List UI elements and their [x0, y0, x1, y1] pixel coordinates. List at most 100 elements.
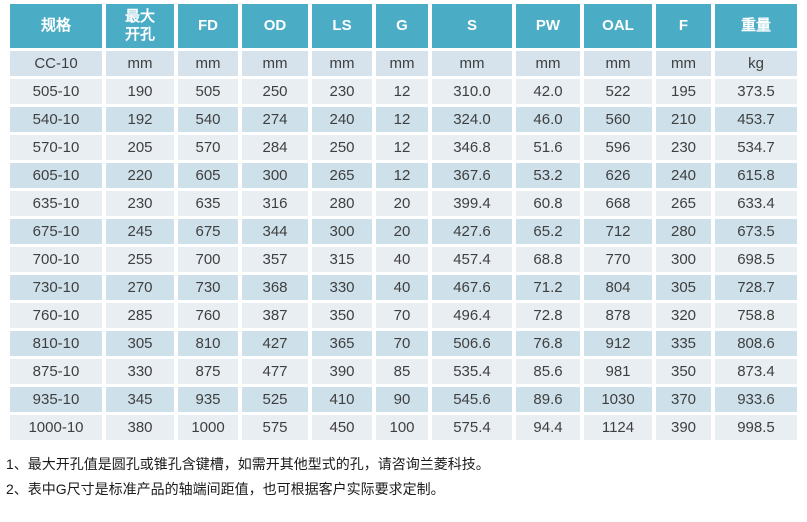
data-cell: 575: [242, 415, 308, 440]
table-row: 760-10 285 760 387 350 70 496.4 72.8 878 320 758.8: [10, 303, 797, 328]
data-cell: 230: [106, 191, 174, 216]
data-cell: 808.6: [715, 331, 797, 356]
data-cell: 698.5: [715, 247, 797, 272]
data-cell: 330: [106, 359, 174, 384]
unit-row: CC-10 mm mm mm mm mm mm mm mm mm kg: [10, 51, 797, 76]
table-row: 875-10 330 875 477 390 85 535.4 85.6 981 350 873.4: [10, 359, 797, 384]
data-cell: 274: [242, 107, 308, 132]
data-cell: 100: [376, 415, 428, 440]
table-row: 505-10 190 505 250 230 12 310.0 42.0 522 195 373.5: [10, 79, 797, 104]
table-row: 605-10 220 605 300 265 12 367.6 53.2 626 240 615.8: [10, 163, 797, 188]
header-cell: OAL: [584, 4, 652, 48]
data-cell: 380: [106, 415, 174, 440]
data-cell: 60.8: [516, 191, 580, 216]
data-cell: 368: [242, 275, 308, 300]
data-cell: 575.4: [432, 415, 512, 440]
data-cell: 496.4: [432, 303, 512, 328]
data-cell: 712: [584, 219, 652, 244]
data-cell: 70: [376, 303, 428, 328]
data-cell: 810-10: [10, 331, 102, 356]
data-cell: 457.4: [432, 247, 512, 272]
data-cell: mm: [242, 51, 308, 76]
data-cell: 570-10: [10, 135, 102, 160]
data-cell: 700: [178, 247, 238, 272]
data-cell: 12: [376, 135, 428, 160]
data-cell: 873.4: [715, 359, 797, 384]
data-cell: mm: [312, 51, 372, 76]
data-cell: 90: [376, 387, 428, 412]
data-cell: 535.4: [432, 359, 512, 384]
header-cell: LS: [312, 4, 372, 48]
data-cell: 46.0: [516, 107, 580, 132]
data-cell: 981: [584, 359, 652, 384]
data-cell: 615.8: [715, 163, 797, 188]
header-cell: 最大 开孔: [106, 4, 174, 48]
data-cell: 878: [584, 303, 652, 328]
data-cell: 626: [584, 163, 652, 188]
data-cell: 250: [242, 79, 308, 104]
header-cell: OD: [242, 4, 308, 48]
data-cell: 399.4: [432, 191, 512, 216]
data-cell: 373.5: [715, 79, 797, 104]
data-cell: 760-10: [10, 303, 102, 328]
data-cell: 370: [656, 387, 711, 412]
data-cell: mm: [376, 51, 428, 76]
data-cell: 220: [106, 163, 174, 188]
data-cell: 346.8: [432, 135, 512, 160]
header-cell: S: [432, 4, 512, 48]
data-cell: 596: [584, 135, 652, 160]
data-cell: 673.5: [715, 219, 797, 244]
data-cell: 350: [312, 303, 372, 328]
data-cell: 1000: [178, 415, 238, 440]
data-cell: 605: [178, 163, 238, 188]
data-cell: 20: [376, 219, 428, 244]
data-cell: 390: [656, 415, 711, 440]
data-cell: 770: [584, 247, 652, 272]
data-cell: 540-10: [10, 107, 102, 132]
data-cell: 12: [376, 107, 428, 132]
data-cell: 265: [656, 191, 711, 216]
spec-table: 规格 最大 开孔 FD OD LS G S PW OAL F 重量 CC-10 mm mm mm mm mm m…: [6, 1, 801, 443]
data-cell: 760: [178, 303, 238, 328]
data-cell: 335: [656, 331, 711, 356]
data-cell: 506.6: [432, 331, 512, 356]
data-cell: 730: [178, 275, 238, 300]
table-row: 730-10 270 730 368 330 40 467.6 71.2 804 305 728.7: [10, 275, 797, 300]
data-cell: 534.7: [715, 135, 797, 160]
header-cell: F: [656, 4, 711, 48]
data-cell: 51.6: [516, 135, 580, 160]
header-cell: FD: [178, 4, 238, 48]
table-row: 1000-10 380 1000 575 450 100 575.4 94.4 1124 390 9…: [10, 415, 797, 440]
table-row: 570-10 205 570 284 250 12 346.8 51.6 596 230 534.7: [10, 135, 797, 160]
data-cell: 668: [584, 191, 652, 216]
data-cell: 810: [178, 331, 238, 356]
data-cell: 305: [656, 275, 711, 300]
data-cell: 633.4: [715, 191, 797, 216]
data-cell: 40: [376, 275, 428, 300]
data-cell: 525: [242, 387, 308, 412]
data-cell: 605-10: [10, 163, 102, 188]
data-cell: 72.8: [516, 303, 580, 328]
data-cell: 42.0: [516, 79, 580, 104]
data-cell: 240: [656, 163, 711, 188]
data-cell: mm: [516, 51, 580, 76]
data-cell: 305: [106, 331, 174, 356]
data-cell: 324.0: [432, 107, 512, 132]
data-cell: 20: [376, 191, 428, 216]
data-cell: 68.8: [516, 247, 580, 272]
data-cell: 365: [312, 331, 372, 356]
header-cell: PW: [516, 4, 580, 48]
data-cell: 410: [312, 387, 372, 412]
data-cell: 85: [376, 359, 428, 384]
data-cell: 71.2: [516, 275, 580, 300]
data-cell: 635-10: [10, 191, 102, 216]
data-cell: 935: [178, 387, 238, 412]
data-cell: 280: [656, 219, 711, 244]
data-cell: mm: [656, 51, 711, 76]
data-cell: 320: [656, 303, 711, 328]
header-cell: 重量: [715, 4, 797, 48]
data-cell: 350: [656, 359, 711, 384]
data-cell: 316: [242, 191, 308, 216]
data-cell: 505: [178, 79, 238, 104]
data-cell: 205: [106, 135, 174, 160]
